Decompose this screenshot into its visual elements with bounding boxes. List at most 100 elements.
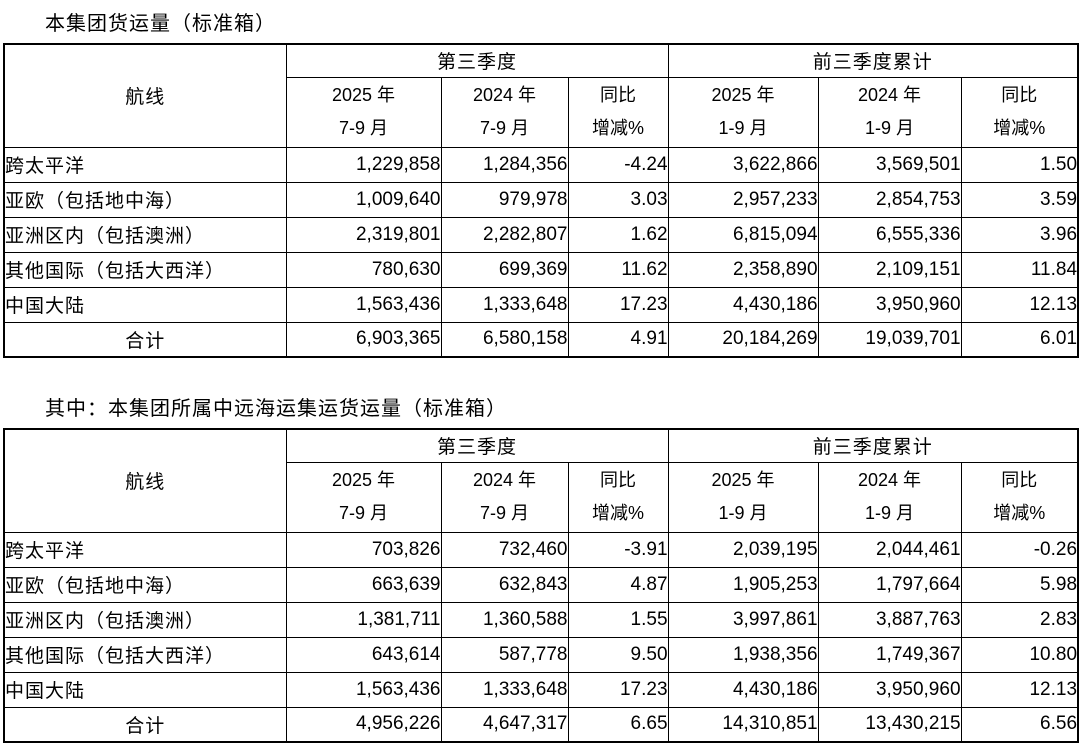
ytd-2025-cell: 6,815,094: [667, 216, 819, 253]
q3-2024-cell: 2,282,807: [440, 216, 569, 253]
q3-yoy-cell: 3.03: [567, 181, 669, 218]
q3-yoy-cell: -3.91: [567, 531, 669, 568]
q3-2024-total-cell: 6,580,158: [440, 321, 569, 358]
ytd-yoy-cell: 12.13: [960, 671, 1079, 708]
ytd-2024-cell: 1,749,367: [817, 636, 962, 673]
ytd-2025-cell: 1,905,253: [667, 566, 819, 603]
q3-2025-total-cell: 6,903,365: [285, 321, 442, 358]
ytd-2025-header: 2025 年 1-9 月: [667, 76, 819, 148]
route-cell: 跨太平洋: [3, 146, 287, 183]
q3-2025-cell: 2,319,801: [285, 216, 442, 253]
q3-2024-cell: 1,284,356: [440, 146, 569, 183]
q3-yoy-cell: 9.50: [567, 636, 669, 673]
ytd-2024-cell: 1,797,664: [817, 566, 962, 603]
table2-title: 其中：本集团所属中远海运集运货运量（标准箱）: [45, 398, 507, 420]
ytd-2025-cell: 2,039,195: [667, 531, 819, 568]
q3-2025-cell: 1,381,711: [285, 601, 442, 638]
ytd-yoy-total-cell: 6.01: [960, 321, 1079, 358]
table-row: 跨太平洋 1,229,858 1,284,356 -4.24 3,622,866…: [3, 146, 1079, 183]
ytd-yoy-total-cell: 6.56: [960, 706, 1079, 743]
ytd-yoy-cell: 2.83: [960, 601, 1079, 638]
ytd-2024-cell: 3,569,501: [817, 146, 962, 183]
q3-yoy-total-cell: 4.91: [567, 321, 669, 358]
table1-title: 本集团货运量（标准箱）: [45, 13, 276, 35]
route-cell: 亚洲区内（包括澳洲）: [3, 216, 287, 253]
q3-2025-cell: 643,614: [285, 636, 442, 673]
q3-yoy-cell: 17.23: [567, 286, 669, 323]
q3-2025-cell: 780,630: [285, 251, 442, 288]
table-row: 跨太平洋 703,826 732,460 -3.91 2,039,195 2,0…: [3, 531, 1079, 568]
q3-2024-total-cell: 4,647,317: [440, 706, 569, 743]
ytd-2025-cell: 1,938,356: [667, 636, 819, 673]
ytd-yoy-cell: 10.80: [960, 636, 1079, 673]
ytd-2024-cell: 3,950,960: [817, 286, 962, 323]
route-cell: 亚洲区内（包括澳洲）: [3, 601, 287, 638]
q3-2024-header: 2024 年 7-9 月: [440, 461, 569, 533]
ytd-2024-cell: 2,109,151: [817, 251, 962, 288]
q3-2025-total-cell: 4,956,226: [285, 706, 442, 743]
route-cell: 亚欧（包括地中海）: [3, 181, 287, 218]
ytd-2025-total-cell: 14,310,851: [667, 706, 819, 743]
ytd-group-header: 前三季度累计: [667, 428, 1079, 463]
ytd-2024-cell: 2,854,753: [817, 181, 962, 218]
q3-yoy-cell: -4.24: [567, 146, 669, 183]
table-row: 亚欧（包括地中海） 663,639 632,843 4.87 1,905,253…: [3, 566, 1079, 603]
q3-2024-cell: 587,778: [440, 636, 569, 673]
ytd-yoy-header: 同比 增减%: [960, 461, 1079, 533]
ytd-2025-cell: 2,957,233: [667, 181, 819, 218]
q3-2024-cell: 1,333,648: [440, 671, 569, 708]
q3-group-header: 第三季度: [285, 43, 669, 78]
ytd-2024-cell: 3,950,960: [817, 671, 962, 708]
q3-yoy-cell: 11.62: [567, 251, 669, 288]
ytd-yoy-cell: 5.98: [960, 566, 1079, 603]
q3-2024-cell: 1,360,588: [440, 601, 569, 638]
route-column-header: 航线: [3, 43, 287, 148]
ytd-yoy-cell: 3.96: [960, 216, 1079, 253]
q3-yoy-cell: 1.55: [567, 601, 669, 638]
route-cell: 中国大陆: [3, 671, 287, 708]
table-row: 亚欧（包括地中海） 1,009,640 979,978 3.03 2,957,2…: [3, 181, 1079, 218]
route-cell: 其他国际（包括大西洋）: [3, 636, 287, 673]
q3-2024-cell: 632,843: [440, 566, 569, 603]
ytd-2024-cell: 2,044,461: [817, 531, 962, 568]
ytd-yoy-cell: -0.26: [960, 531, 1079, 568]
q3-2025-cell: 1,009,640: [285, 181, 442, 218]
route-cell: 亚欧（包括地中海）: [3, 566, 287, 603]
ytd-2025-total-cell: 20,184,269: [667, 321, 819, 358]
ytd-yoy-cell: 3.59: [960, 181, 1079, 218]
q3-2024-header: 2024 年 7-9 月: [440, 76, 569, 148]
q3-yoy-cell: 17.23: [567, 671, 669, 708]
route-cell: 中国大陆: [3, 286, 287, 323]
q3-yoy-header: 同比 增减%: [567, 461, 669, 533]
group-cargo-volume-table: 航线 第三季度 前三季度累计 2025 年 7-9 月 2024 年 7-9 月 同…: [3, 43, 1080, 358]
ytd-2024-header: 2024 年 1-9 月: [817, 461, 962, 533]
q3-2024-cell: 732,460: [440, 531, 569, 568]
group-header-row: 航线 第三季度 前三季度累计: [3, 43, 1079, 148]
q3-2025-cell: 703,826: [285, 531, 442, 568]
q3-group-header: 第三季度: [285, 428, 669, 463]
ytd-yoy-cell: 12.13: [960, 286, 1079, 323]
table-row: 中国大陆 1,563,436 1,333,648 17.23 4,430,186…: [3, 671, 1079, 708]
ytd-2025-cell: 3,997,861: [667, 601, 819, 638]
ytd-2025-header: 2025 年 1-9 月: [667, 461, 819, 533]
q3-2025-header: 2025 年 7-9 月: [285, 461, 442, 533]
ytd-2025-cell: 3,622,866: [667, 146, 819, 183]
total-label-cell: 合计: [3, 321, 287, 358]
ytd-yoy-header: 同比 增减%: [960, 76, 1079, 148]
total-label-cell: 合计: [3, 706, 287, 743]
q3-2025-cell: 1,563,436: [285, 671, 442, 708]
q3-yoy-cell: 4.87: [567, 566, 669, 603]
q3-yoy-header: 同比 增减%: [567, 76, 669, 148]
route-column-header: 航线: [3, 428, 287, 533]
table-row: 亚洲区内（包括澳洲） 2,319,801 2,282,807 1.62 6,81…: [3, 216, 1079, 253]
q3-2025-cell: 663,639: [285, 566, 442, 603]
ytd-2025-cell: 4,430,186: [667, 286, 819, 323]
ytd-2024-total-cell: 13,430,215: [817, 706, 962, 743]
total-row: 合计 6,903,365 6,580,158 4.91 20,184,269 1…: [3, 321, 1079, 358]
table-row: 亚洲区内（包括澳洲） 1,381,711 1,360,588 1.55 3,99…: [3, 601, 1079, 638]
table-row: 中国大陆 1,563,436 1,333,648 17.23 4,430,186…: [3, 286, 1079, 323]
route-cell: 跨太平洋: [3, 531, 287, 568]
ytd-yoy-cell: 1.50: [960, 146, 1079, 183]
ytd-2024-total-cell: 19,039,701: [817, 321, 962, 358]
q3-2025-cell: 1,229,858: [285, 146, 442, 183]
